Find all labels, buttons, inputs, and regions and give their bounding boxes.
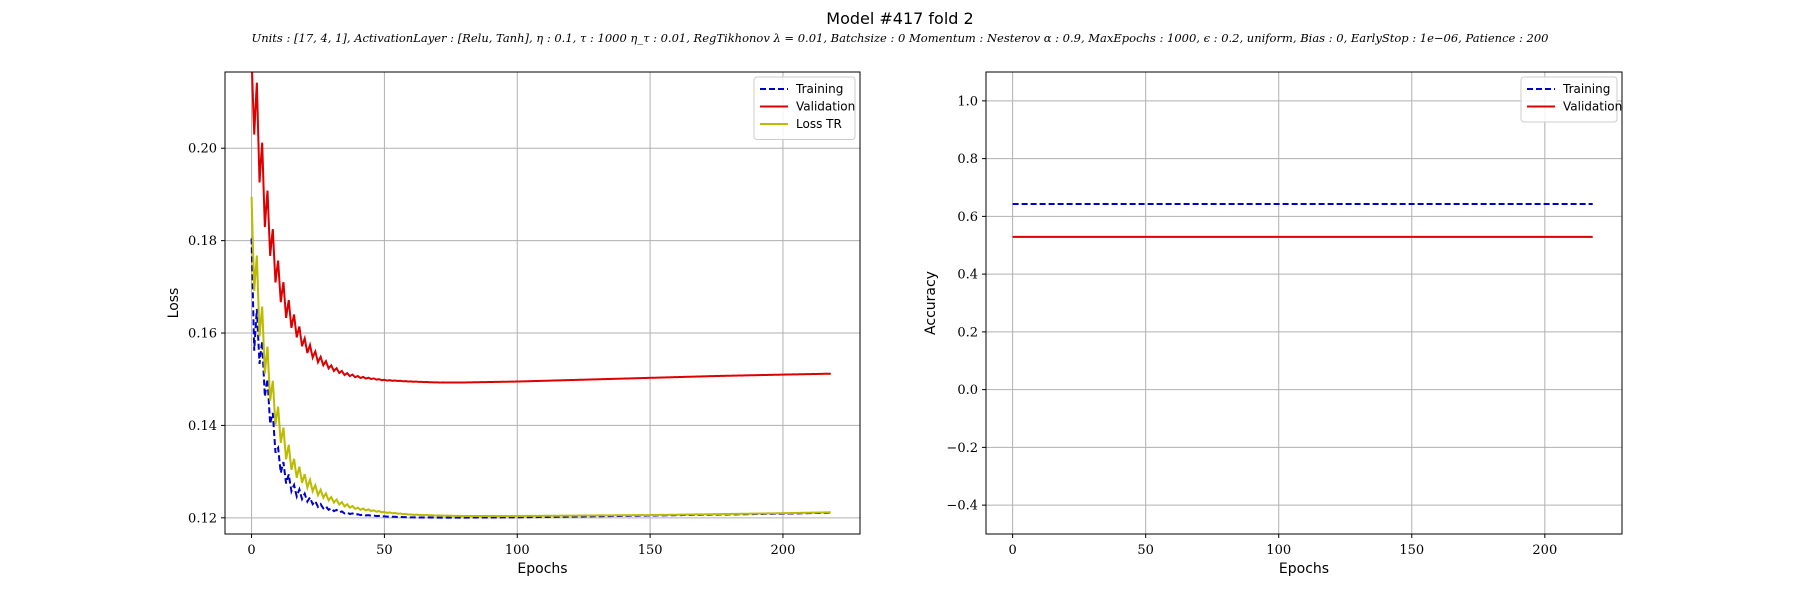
x-tick-label: 200 <box>771 543 796 558</box>
plot-frame <box>224 71 861 535</box>
x-axis-label: Epochs <box>517 561 567 577</box>
y-tick-label: 0.6 <box>957 210 978 225</box>
legend-label: Training <box>795 82 843 96</box>
legend-label: Validation <box>1563 100 1622 114</box>
x-tick-label: 150 <box>638 543 663 558</box>
y-axis-label: Loss <box>166 288 182 319</box>
x-tick-label: 50 <box>1137 543 1154 558</box>
figure-title: Model #417 fold 2 <box>826 9 973 28</box>
legend-label: Training <box>1562 82 1610 96</box>
y-tick-label: 0.0 <box>957 383 978 398</box>
y-tick-label: 1.0 <box>957 94 978 109</box>
legend: Training Validation Loss TR <box>753 76 856 140</box>
legend: Training Validation <box>1520 76 1622 123</box>
y-axis-label: Accuracy <box>923 271 939 335</box>
x-tick-label: 0 <box>1008 543 1016 558</box>
y-tick-label: 0.8 <box>957 152 978 167</box>
plot-frame <box>985 71 1623 535</box>
y-tick-label: 0.12 <box>188 511 217 526</box>
y-tick-label: 0.18 <box>188 234 217 249</box>
y-tick-label: 0.14 <box>188 419 217 434</box>
series-line-validation <box>251 72 831 384</box>
x-tick-label: 0 <box>247 543 255 558</box>
x-tick-label: 100 <box>1266 543 1291 558</box>
series-line-loss-tr <box>250 196 831 518</box>
y-tick-label: −0.4 <box>946 499 978 514</box>
loss-chart: 0 50 100 150 200 0.12 0.14 0.16 0.18 0.20 Epochs Lo… <box>166 71 861 577</box>
x-tick-label: 50 <box>376 543 393 558</box>
accuracy-chart: 0 50 100 150 200 −0.4 −0.2 0.0 0.2 0.4 0.6 0.8 1.0 Ep… <box>923 71 1623 577</box>
legend-label: Loss TR <box>796 117 842 131</box>
x-tick-label: 200 <box>1532 543 1557 558</box>
x-axis-label: Epochs <box>1279 561 1329 577</box>
y-tick-label: 0.2 <box>957 325 978 340</box>
legend-label: Validation <box>796 100 855 114</box>
y-tick-label: −0.2 <box>946 441 978 456</box>
y-tick-label: 0.16 <box>188 327 217 342</box>
y-tick-label: 0.4 <box>957 268 978 283</box>
figure-subtitle: Units : [17, 4, 1], ActivationLayer : [R… <box>252 31 1549 45</box>
x-tick-label: 150 <box>1399 543 1424 558</box>
y-tick-label: 0.20 <box>188 142 217 157</box>
series-line-training <box>250 238 831 519</box>
x-tick-label: 100 <box>505 543 530 558</box>
